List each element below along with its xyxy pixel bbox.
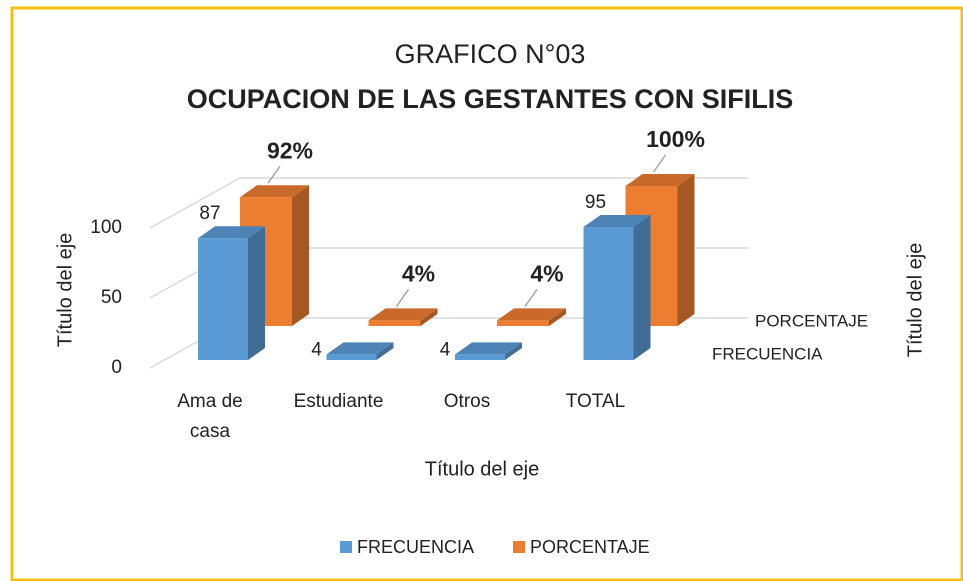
legend-label: PORCENTAJE: [530, 537, 650, 557]
legend-label: FRECUENCIA: [357, 537, 474, 557]
chart-title: GRAFICO N°03: [395, 39, 586, 69]
bar-top: [455, 342, 522, 355]
grid-line: [149, 177, 748, 229]
depth-label: PORCENTAJE: [755, 311, 868, 330]
y-axis-title: Título del eje: [54, 233, 76, 348]
bar: [368, 308, 438, 326]
bar: [497, 308, 566, 326]
data-label: 87: [199, 203, 220, 224]
y-tick-label: 100: [90, 217, 122, 238]
bar-top: [583, 215, 651, 227]
x-tick-label: Estudiante: [294, 391, 384, 412]
bar-side: [420, 308, 438, 326]
x-axis-title: Título del eje: [425, 458, 540, 480]
bar-top: [326, 342, 394, 355]
bar-front: [368, 320, 421, 326]
bar-side: [505, 342, 522, 360]
leader-line: [267, 165, 281, 184]
data-label: 4: [440, 339, 451, 360]
x-tick-label: Ama de casa: [177, 391, 242, 442]
bar-side: [677, 174, 695, 326]
data-label: 95: [585, 192, 606, 213]
bar: [455, 342, 522, 360]
bar: [326, 342, 394, 360]
legend-swatch: [513, 541, 525, 553]
bar-top: [240, 185, 309, 198]
bar-front: [198, 238, 248, 360]
bar-front: [583, 227, 634, 360]
leader-line: [395, 288, 410, 307]
bar-top: [368, 308, 438, 321]
data-label: 4%: [402, 260, 435, 286]
chart-border: [10, 6, 963, 581]
y2-axis-title: Título del eje: [904, 243, 926, 358]
y-tick-label: 50: [101, 287, 122, 308]
bar: [198, 226, 265, 360]
data-label: 4%: [530, 260, 563, 286]
legend-swatch: [340, 541, 352, 553]
bar-top: [198, 226, 265, 239]
bar-front: [497, 320, 549, 326]
bar-side: [376, 342, 394, 360]
bar-top: [625, 174, 695, 186]
leader-line: [524, 288, 538, 307]
data-label: 92%: [267, 137, 313, 163]
x-tick-label: TOTAL: [566, 391, 625, 412]
y-tick-label: 0: [111, 357, 122, 378]
bar-side: [549, 308, 566, 326]
leader-line: [652, 154, 667, 173]
bar: [583, 215, 651, 360]
depth-label: FRECUENCIA: [712, 344, 823, 363]
data-label: 4: [311, 339, 322, 360]
bar-side: [248, 226, 265, 360]
bar-front: [455, 354, 505, 360]
x-tick-label: Otros: [444, 391, 490, 412]
data-label: 100%: [646, 126, 705, 152]
chart-subtitle: OCUPACION DE LAS GESTANTES CON SIFILIS: [187, 84, 794, 114]
bar-top: [497, 308, 566, 321]
bar-side: [292, 185, 309, 326]
bar-side: [633, 215, 651, 360]
bar-front: [326, 354, 377, 360]
